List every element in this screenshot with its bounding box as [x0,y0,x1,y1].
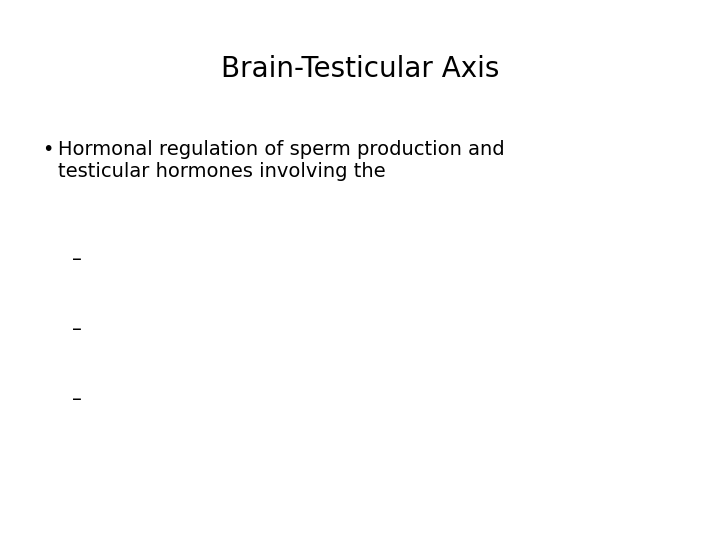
Text: •: • [42,140,53,159]
Text: Hormonal regulation of sperm production and: Hormonal regulation of sperm production … [58,140,505,159]
Text: –: – [72,390,82,409]
Text: Brain-Testicular Axis: Brain-Testicular Axis [221,55,499,83]
Text: –: – [72,320,82,339]
Text: –: – [72,250,82,269]
Text: testicular hormones involving the: testicular hormones involving the [58,162,386,181]
